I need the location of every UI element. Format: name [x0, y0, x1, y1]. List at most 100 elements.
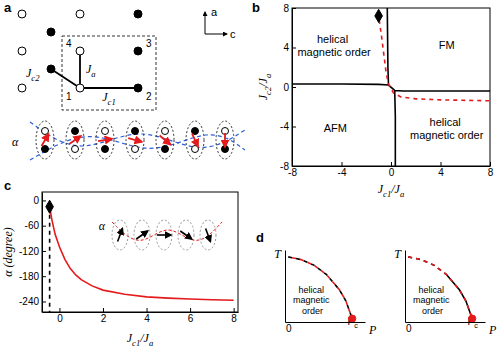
line — [408, 257, 446, 275]
site — [162, 146, 169, 153]
spin-arrow — [206, 228, 211, 241]
spin-arrow — [69, 136, 80, 144]
tick-mark — [292, 48, 296, 49]
x-axis-title: Jc1/Ja — [378, 182, 404, 199]
tick: 8 — [283, 3, 296, 14]
spin-arrow — [98, 139, 112, 141]
site-open — [76, 84, 84, 92]
chart: 0PcPThelical magnetic order — [274, 247, 377, 337]
point — [349, 315, 356, 322]
site — [42, 146, 49, 153]
tick-mark — [441, 162, 442, 166]
annotation-line: magnetic — [413, 295, 452, 305]
site-open — [18, 10, 26, 18]
tick-label: 0 — [33, 195, 39, 206]
site-open — [76, 47, 84, 55]
site-open — [18, 84, 26, 92]
site-filled — [134, 10, 142, 18]
annotation-line: magnetic order — [297, 46, 371, 58]
tick-mark — [59, 308, 60, 312]
annotation: AFM — [324, 122, 347, 134]
tick-label: 0 — [283, 82, 289, 93]
site-label: 3 — [146, 38, 152, 49]
dimer — [186, 121, 204, 159]
dimer — [96, 121, 114, 159]
tick: -8 — [280, 161, 296, 172]
tick: -60 — [25, 220, 46, 231]
plot-frame — [42, 192, 238, 312]
spin-arrow — [157, 234, 171, 236]
direction-arrow — [205, 12, 206, 34]
tick-mark — [103, 308, 104, 312]
site-open — [18, 47, 26, 55]
y-axis — [405, 251, 406, 323]
site — [132, 146, 139, 153]
plot-area — [288, 257, 356, 322]
site-open — [76, 10, 84, 18]
tick-label: 0 — [286, 323, 292, 334]
y-axis-title: Jc2/Ja — [256, 74, 273, 100]
bond — [51, 69, 80, 88]
axis-line — [405, 251, 406, 323]
point — [46, 200, 54, 213]
plot-area — [292, 8, 490, 166]
tick-label: 2 — [101, 313, 107, 324]
spin-arrow — [128, 138, 142, 142]
annotation: helical magnetic order — [413, 285, 452, 316]
panel-letter: b — [252, 0, 260, 15]
plot-frame — [292, 8, 490, 166]
direction-arrow — [205, 34, 227, 35]
tick: 0 — [406, 322, 412, 334]
spin-arrow — [42, 134, 49, 146]
dimer — [178, 220, 194, 250]
tick: -4 — [338, 162, 347, 178]
annotation: α — [99, 219, 106, 233]
tick: 6 — [188, 308, 194, 324]
annotation-line: AFM — [324, 122, 347, 134]
site-filled — [134, 47, 142, 55]
angle-label: α — [12, 135, 19, 149]
y-axis-title: T — [394, 247, 402, 261]
tick-label: 0 — [406, 323, 412, 334]
site-filled — [134, 84, 142, 92]
tick: 4 — [438, 162, 444, 178]
dimer — [156, 121, 174, 159]
tick: -120 — [19, 246, 46, 257]
line — [288, 257, 352, 319]
panel-a: 1234Jc2JaJc1acα — [12, 6, 245, 160]
tick-mark — [292, 127, 296, 128]
tick: 4 — [144, 308, 150, 324]
direction-label: a — [211, 6, 218, 18]
tick-label: -4 — [280, 121, 289, 132]
tick: -180 — [19, 271, 46, 282]
site — [132, 128, 139, 135]
text-part: c2 — [31, 73, 40, 83]
site-filled — [47, 65, 55, 73]
panel-letter: d — [256, 230, 264, 245]
x-axis-title: Jc1/Ja — [127, 331, 153, 348]
tick-mark — [292, 166, 296, 167]
line — [288, 257, 352, 319]
tick-label: -120 — [19, 246, 39, 257]
spin-arrow — [160, 136, 171, 145]
tick-mark — [42, 276, 46, 277]
tick-mark — [42, 200, 46, 201]
tick-label: 0 — [389, 167, 395, 178]
tick: 0 — [286, 322, 292, 334]
chart: 02468-240-180-120-600Jc1/Jaα (degree)α — [1, 192, 239, 348]
y-axis-title: α (degree) — [1, 227, 15, 277]
guide-curve — [30, 135, 245, 160]
tick-label: 8 — [488, 167, 494, 178]
tick-mark — [147, 308, 148, 312]
tick-label: -8 — [280, 161, 289, 172]
tick: 2 — [101, 308, 107, 324]
site-label: 1 — [66, 91, 72, 102]
tick-label: 4 — [144, 313, 150, 324]
site — [72, 128, 79, 135]
y-axis: -8-4048 — [280, 3, 296, 172]
annotation-line: order — [422, 306, 443, 316]
axis-line — [42, 193, 43, 313]
tick-label: Pc — [348, 316, 359, 330]
site — [102, 128, 109, 135]
dimer — [126, 121, 144, 159]
